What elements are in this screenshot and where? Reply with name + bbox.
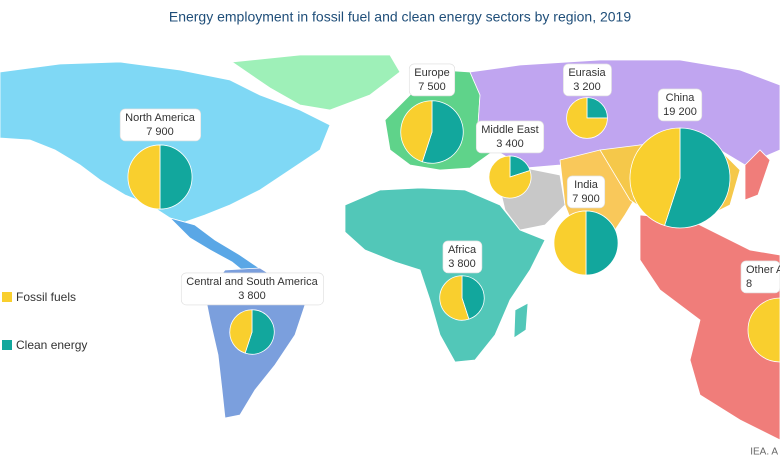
pie-slice-clean	[586, 97, 608, 119]
pie-slice-fossil	[439, 275, 470, 321]
pie-slice-fossil	[127, 144, 161, 210]
japan	[744, 149, 771, 201]
label-box	[657, 88, 703, 122]
pie-slice-clean	[664, 127, 731, 229]
label-box	[180, 272, 324, 306]
madagascar	[513, 302, 529, 339]
region-total: 7 900	[572, 193, 600, 205]
pie-slice-clean	[585, 210, 619, 276]
pie-slice-fossil	[553, 210, 587, 276]
region-pie: Europe 7 500	[400, 63, 464, 164]
region-name: Other A	[746, 264, 780, 276]
pie-slice-clean	[159, 144, 193, 210]
region-name: India	[574, 179, 599, 191]
legend-swatch-fossil	[2, 292, 12, 302]
legend-label: Fossil fuels	[16, 290, 76, 304]
label-box	[566, 175, 606, 209]
pie-slice-fossil	[747, 297, 780, 363]
pie-slice-fossil	[566, 97, 608, 139]
label-box	[475, 120, 545, 154]
region-total: 19 200	[663, 106, 697, 118]
region-pie: India 7 900	[553, 175, 619, 276]
region-pie: Central and South America 3 800	[180, 272, 324, 355]
region-name: Middle East	[481, 124, 538, 136]
pie-slice-clean	[461, 275, 485, 320]
region-pie: North America 7 900	[119, 108, 202, 210]
pie-slice-fossil	[229, 309, 253, 354]
region-pie: Other A 8	[740, 260, 780, 363]
label-box	[740, 260, 780, 294]
region-pie: China 19 200	[629, 88, 731, 229]
region-total: 3 800	[448, 258, 476, 270]
pie-slice-fossil	[488, 155, 532, 199]
chart-title: Energy employment in fossil fuel and cle…	[169, 9, 631, 25]
greenland	[230, 54, 401, 111]
pie-slice-fossil	[400, 100, 433, 163]
pie-slice-clean	[244, 309, 275, 355]
region-total: 7 500	[418, 81, 446, 93]
region-total: 8	[746, 278, 752, 290]
region-total: 3 400	[496, 138, 524, 150]
region-total: 3 800	[238, 290, 266, 302]
region-pie: Eurasia 3 200	[563, 63, 612, 139]
region-name: North America	[125, 112, 196, 124]
source-note: IEA. A	[750, 447, 778, 458]
region-total: 7 900	[146, 126, 174, 138]
legend-label: Clean energy	[16, 338, 87, 352]
label-box	[442, 240, 483, 274]
label-box	[408, 63, 456, 97]
region-name: Central and South America	[186, 276, 318, 288]
region-name: Europe	[414, 67, 449, 79]
label-box	[119, 108, 202, 142]
region-pie: Africa 3 800	[439, 240, 485, 321]
legend-swatch-clean	[2, 340, 12, 350]
pie-slice-fossil	[629, 127, 681, 227]
north-america	[0, 61, 331, 223]
region-total: 3 200	[573, 81, 601, 93]
region-name: Africa	[448, 244, 477, 256]
label-box	[563, 63, 612, 97]
africa	[344, 187, 546, 363]
pie-slice-clean	[421, 100, 464, 164]
region-name: Eurasia	[568, 67, 606, 79]
region-name: China	[666, 92, 696, 104]
region-pie: Middle East 3 400	[475, 120, 545, 199]
